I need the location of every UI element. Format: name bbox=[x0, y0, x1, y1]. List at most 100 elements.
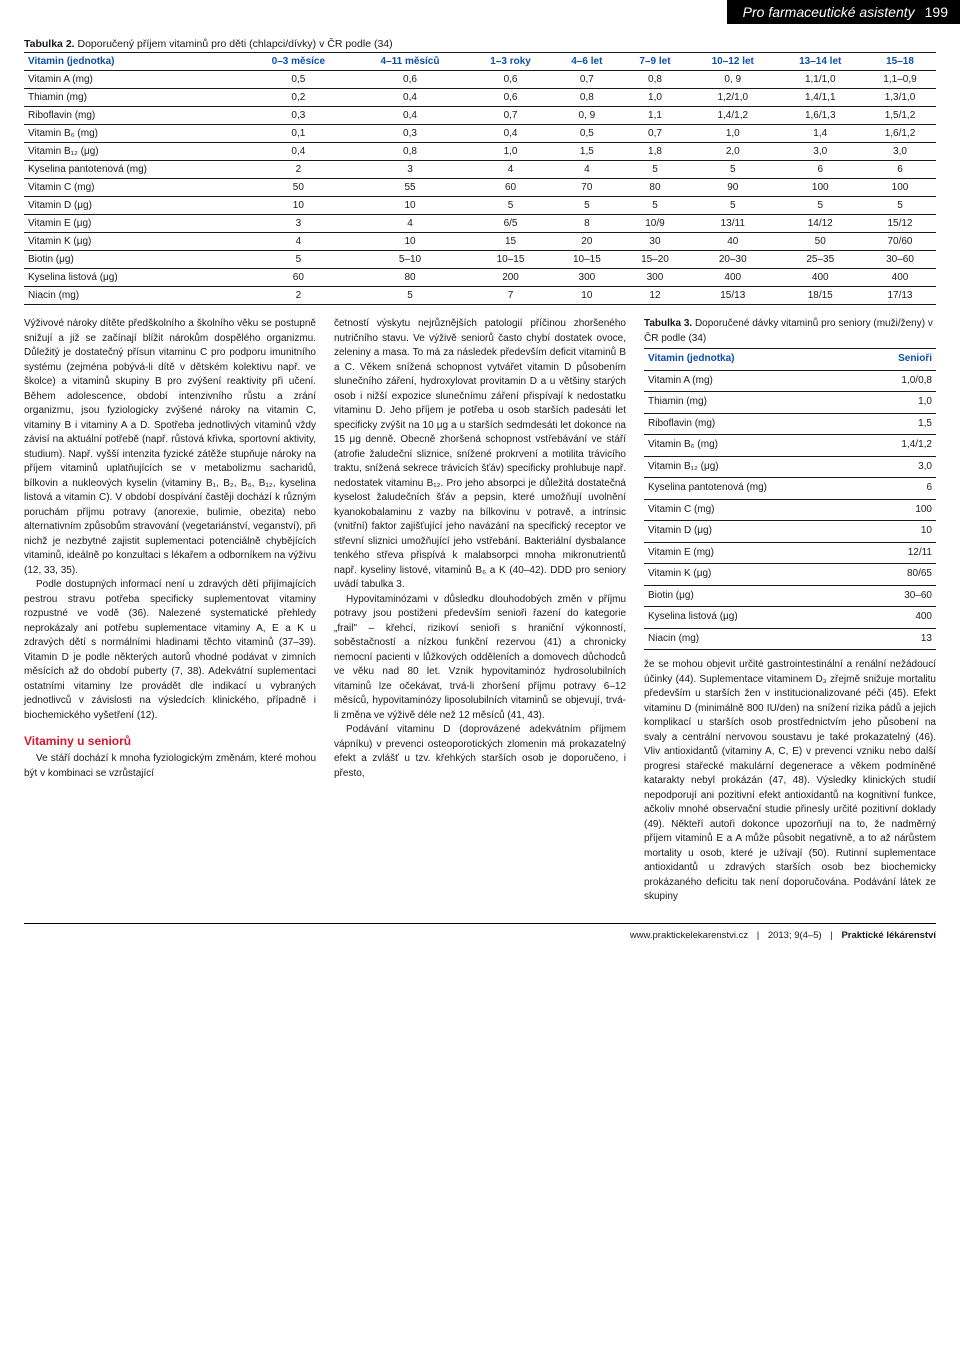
table2-cell: 6 bbox=[777, 161, 864, 179]
table2-cell: 15–20 bbox=[621, 251, 689, 269]
footer-journal: Praktické lékárenství bbox=[841, 930, 936, 941]
table3-col-0: Vitamin (jednotka) bbox=[644, 349, 864, 371]
table2-cell: 1,5/1,2 bbox=[864, 107, 936, 125]
table2-cell: 25–35 bbox=[777, 251, 864, 269]
table2-cell: 0,6 bbox=[352, 71, 468, 89]
table3: Vitamin (jednotka)Senioři Vitamin A (mg)… bbox=[644, 348, 936, 650]
table2-cell: 1,4/1,2 bbox=[689, 107, 776, 125]
right-p1: že se mohou objevit určité gastrointesti… bbox=[644, 658, 936, 905]
table2-col-6: 10–12 let bbox=[689, 53, 776, 71]
table2-cell: Riboflavin (mg) bbox=[24, 107, 245, 125]
table-row: Vitamin D (μg)10 bbox=[644, 521, 936, 543]
table2-cell: 0,1 bbox=[245, 125, 352, 143]
table3-cell: 13 bbox=[864, 628, 936, 650]
table2-cell: 3,0 bbox=[864, 143, 936, 161]
middle-p2: Hypovitaminózami v důsledku dlouhodobých… bbox=[334, 593, 626, 724]
table2-cell: 0,7 bbox=[468, 107, 553, 125]
table-row: Vitamin K (μg)410152030405070/60 bbox=[24, 233, 936, 251]
table2-cell: 300 bbox=[553, 269, 621, 287]
table3-cell: 400 bbox=[864, 607, 936, 629]
table2-cell: 5 bbox=[864, 197, 936, 215]
table3-cell: 1,4/1,2 bbox=[864, 435, 936, 457]
table2-cell: 1,8 bbox=[621, 143, 689, 161]
table2-caption: Tabulka 2. Doporučený příjem vitaminů pr… bbox=[24, 38, 936, 50]
table-row: Vitamin B₆ (mg)0,10,30,40,50,71,01,41,6/… bbox=[24, 125, 936, 143]
table2-cell: 0,3 bbox=[245, 107, 352, 125]
table3-cell: Vitamin K (μg) bbox=[644, 564, 864, 586]
table2-cell: 5 bbox=[245, 251, 352, 269]
table2-cell: Vitamin K (μg) bbox=[24, 233, 245, 251]
table-row: Niacin (mg)13 bbox=[644, 628, 936, 650]
table2-cell: 400 bbox=[777, 269, 864, 287]
page-number: 199 bbox=[925, 4, 948, 20]
table-row: Kyselina listová (μg)400 bbox=[644, 607, 936, 629]
table2-cell: 5 bbox=[468, 197, 553, 215]
table-row: Vitamin B₆ (mg)1,4/1,2 bbox=[644, 435, 936, 457]
table-row: Vitamin K (μg)80/65 bbox=[644, 564, 936, 586]
table2-cell: 0,8 bbox=[352, 143, 468, 161]
table2-cell: 15/13 bbox=[689, 287, 776, 305]
table3-caption: Tabulka 3. Doporučené dávky vitaminů pro… bbox=[644, 317, 936, 346]
column-right: Tabulka 3. Doporučené dávky vitaminů pro… bbox=[644, 317, 936, 905]
table3-cell: 10 bbox=[864, 521, 936, 543]
left-p2: Podle dostupných informací není u zdravý… bbox=[24, 578, 316, 723]
table2-cell: 0,5 bbox=[553, 125, 621, 143]
table-row: Vitamin E (mg)12/11 bbox=[644, 542, 936, 564]
table2-cell: Vitamin A (mg) bbox=[24, 71, 245, 89]
table2-cell: 15 bbox=[468, 233, 553, 251]
table2-cell: 0,2 bbox=[245, 89, 352, 107]
table2-cell: Vitamin B₁₂ (μg) bbox=[24, 143, 245, 161]
table2-cell: 60 bbox=[468, 179, 553, 197]
table3-cell: Vitamin A (mg) bbox=[644, 370, 864, 392]
table2-cell: 70 bbox=[553, 179, 621, 197]
table-row: Vitamin B₁₂ (μg)0,40,81,01,51,82,03,03,0 bbox=[24, 143, 936, 161]
table2-cell: 10/9 bbox=[621, 215, 689, 233]
table2-cell: 3,0 bbox=[777, 143, 864, 161]
table2-col-3: 1–3 roky bbox=[468, 53, 553, 71]
table2-cell: 1,0 bbox=[689, 125, 776, 143]
table2-cell: 400 bbox=[689, 269, 776, 287]
table2-cell: 0,7 bbox=[553, 71, 621, 89]
table2-cell: 10–15 bbox=[553, 251, 621, 269]
column-left: Výživové nároky dítěte předškolního a šk… bbox=[24, 317, 316, 905]
table3-cell: Vitamin E (mg) bbox=[644, 542, 864, 564]
left-p1: Výživové nároky dítěte předškolního a šk… bbox=[24, 317, 316, 578]
table-row: Kyselina pantotenová (mg)23445566 bbox=[24, 161, 936, 179]
table2-cell: 30 bbox=[621, 233, 689, 251]
table2-cell: 4 bbox=[468, 161, 553, 179]
footer-divider-1: | bbox=[757, 930, 759, 941]
table2-cell: 10 bbox=[352, 197, 468, 215]
table2-cell: 0,4 bbox=[468, 125, 553, 143]
table2-cell: 0,5 bbox=[245, 71, 352, 89]
table2-cell: 60 bbox=[245, 269, 352, 287]
table2-cell: 55 bbox=[352, 179, 468, 197]
table2-cell: 50 bbox=[245, 179, 352, 197]
table-row: Vitamin C (mg)100 bbox=[644, 499, 936, 521]
table2-body: Vitamin A (mg)0,50,60,60,70,80, 91,1/1,0… bbox=[24, 71, 936, 305]
table3-cell: 80/65 bbox=[864, 564, 936, 586]
table-row: Biotin (μg)30–60 bbox=[644, 585, 936, 607]
table2-cell: 5 bbox=[621, 197, 689, 215]
table-row: Vitamin A (mg)1,0/0,8 bbox=[644, 370, 936, 392]
table3-cell: Vitamin C (mg) bbox=[644, 499, 864, 521]
table-row: Thiamin (mg)1,0 bbox=[644, 392, 936, 414]
text-columns: Výživové nároky dítěte předškolního a šk… bbox=[24, 317, 936, 905]
table2-cell: Vitamin E (μg) bbox=[24, 215, 245, 233]
table3-caption-label: Tabulka 3. bbox=[644, 318, 692, 329]
left-p3: Ve stáří dochází k mnoha fyziologickým z… bbox=[24, 752, 316, 781]
table2-cell: 0,4 bbox=[352, 89, 468, 107]
table2-cell: 90 bbox=[689, 179, 776, 197]
table2-cell: 300 bbox=[621, 269, 689, 287]
table2-col-1: 0–3 měsíce bbox=[245, 53, 352, 71]
table3-cell: 1,5 bbox=[864, 413, 936, 435]
table2-cell: Vitamin D (μg) bbox=[24, 197, 245, 215]
table2-cell: Vitamin B₆ (mg) bbox=[24, 125, 245, 143]
table2-cell: 4 bbox=[352, 215, 468, 233]
table-row: Vitamin A (mg)0,50,60,60,70,80, 91,1/1,0… bbox=[24, 71, 936, 89]
table2-cell: 0,6 bbox=[468, 89, 553, 107]
table2-col-5: 7–9 let bbox=[621, 53, 689, 71]
table2-cell: 70/60 bbox=[864, 233, 936, 251]
table2-cell: 50 bbox=[777, 233, 864, 251]
table2-cell: 0,6 bbox=[468, 71, 553, 89]
table3-header-row: Vitamin (jednotka)Senioři bbox=[644, 349, 936, 371]
